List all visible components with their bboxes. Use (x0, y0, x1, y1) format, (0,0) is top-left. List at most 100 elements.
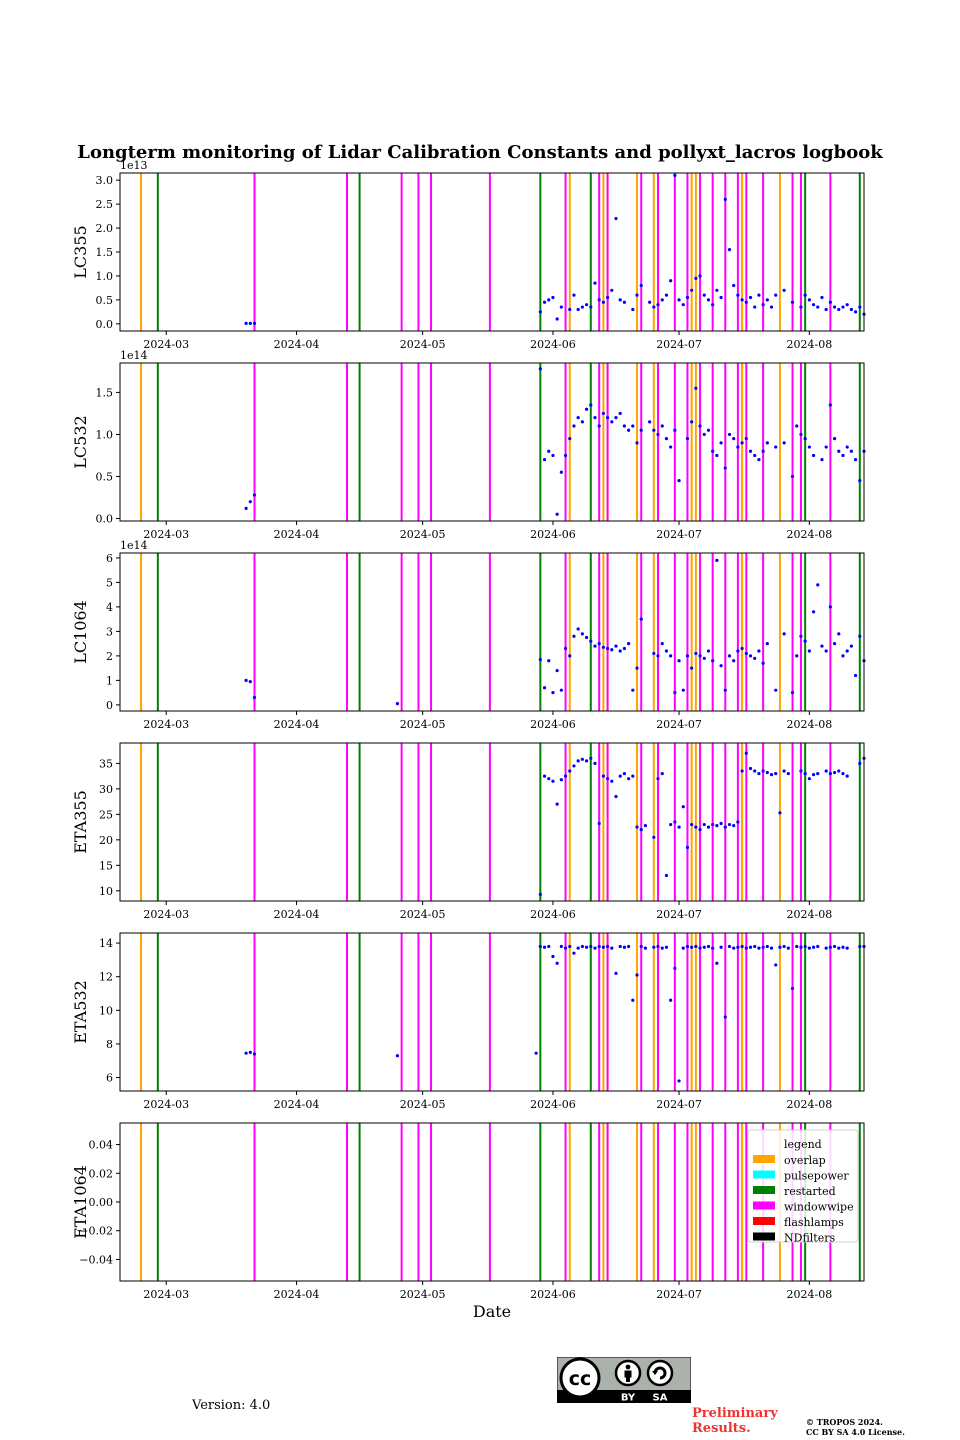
data-point (753, 769, 757, 773)
y-offset-label: 1e14 (120, 539, 148, 552)
data-point (568, 307, 572, 312)
data-point (551, 295, 555, 300)
data-point (572, 634, 576, 638)
data-point (593, 946, 597, 950)
data-point (744, 751, 748, 755)
y-tick-label: 2.5 (96, 198, 114, 211)
legend-title: legend (784, 1138, 822, 1151)
data-point (660, 298, 664, 302)
data-point (597, 424, 601, 428)
data-point (601, 774, 605, 778)
data-point (610, 420, 614, 424)
preliminary-line-1: Preliminary (692, 1406, 778, 1421)
data-point (769, 773, 774, 777)
data-point (652, 835, 656, 839)
data-point (690, 822, 694, 827)
data-point (673, 691, 677, 695)
x-tick-label: 2024-05 (400, 338, 446, 351)
y-offset-label: 1e13 (120, 159, 148, 172)
x-tick-label: 2024-05 (400, 718, 446, 731)
legend-swatch-flashlamps (753, 1217, 775, 1225)
data-point (534, 1051, 538, 1055)
y-offset-label: 1e14 (120, 349, 148, 362)
data-point (673, 966, 677, 970)
data-point (605, 646, 610, 651)
data-point (757, 771, 761, 776)
data-point (744, 946, 748, 950)
panel-lc532: 0.0 0.5 1.0 1.5 2024-03 2024-04 2024-05 2024-06… (71, 349, 866, 541)
data-point (669, 654, 673, 658)
data-point (685, 295, 690, 300)
data-point (824, 445, 828, 449)
data-point (248, 321, 252, 325)
data-point (252, 695, 257, 700)
axes-frame (119, 172, 865, 332)
data-point (589, 944, 593, 949)
data-point (803, 944, 807, 949)
data-point (690, 945, 694, 949)
data-point (828, 403, 832, 407)
data-point (559, 305, 563, 309)
data-point (614, 416, 618, 420)
data-point (601, 645, 605, 649)
x-tick-label: 2024-03 (143, 718, 189, 731)
data-point (656, 944, 660, 949)
data-point (677, 825, 681, 829)
data-point (748, 654, 753, 658)
data-point (605, 944, 610, 949)
data-point (580, 757, 584, 761)
data-point (715, 453, 719, 458)
data-point (685, 944, 690, 949)
y-tick-label: 6 (106, 1072, 113, 1085)
data-point (622, 646, 627, 651)
data-point (811, 773, 816, 777)
data-point (765, 944, 769, 949)
data-point (542, 686, 547, 690)
data-point (244, 678, 248, 682)
data-point (538, 310, 542, 314)
data-point (765, 298, 769, 302)
data-point (252, 321, 257, 325)
data-point (584, 759, 589, 763)
axes-frame (119, 552, 865, 712)
data-point (656, 777, 660, 781)
y-tick-label: 1.0 (96, 428, 114, 441)
data-point (858, 479, 862, 483)
data-point (740, 441, 744, 445)
legend-label-restarted: restarted (784, 1185, 836, 1198)
data-point (795, 654, 799, 658)
data-point (694, 276, 698, 280)
data-point (786, 771, 790, 776)
preliminary-line-2: Results. (692, 1421, 751, 1436)
data-point (547, 944, 551, 949)
data-point (837, 769, 841, 773)
data-point (715, 961, 719, 965)
data-point (782, 288, 786, 292)
data-point (744, 651, 748, 656)
data-point (803, 437, 807, 441)
data-point (618, 649, 622, 653)
data-point (774, 688, 778, 692)
data-point (618, 944, 622, 949)
y-tick-label: 0.04 (89, 1139, 114, 1152)
data-point (816, 944, 820, 949)
data-point (811, 453, 816, 458)
data-point (660, 946, 664, 950)
data-point (559, 778, 563, 782)
data-point (551, 954, 555, 959)
y-tick-label: 25 (99, 808, 113, 821)
data-point (584, 945, 589, 949)
data-point (841, 771, 845, 776)
data-point (799, 305, 803, 309)
y-tick-label: 1.5 (96, 386, 114, 399)
data-point (740, 646, 744, 651)
data-point (841, 453, 845, 458)
data-point (547, 659, 551, 663)
data-point (631, 688, 635, 692)
chart-title: Longterm monitoring of Lidar Calibration… (77, 142, 883, 163)
data-point (702, 656, 706, 660)
data-point (769, 305, 774, 309)
data-point (727, 248, 732, 252)
data-point (765, 642, 769, 646)
legend-box (747, 1129, 859, 1243)
